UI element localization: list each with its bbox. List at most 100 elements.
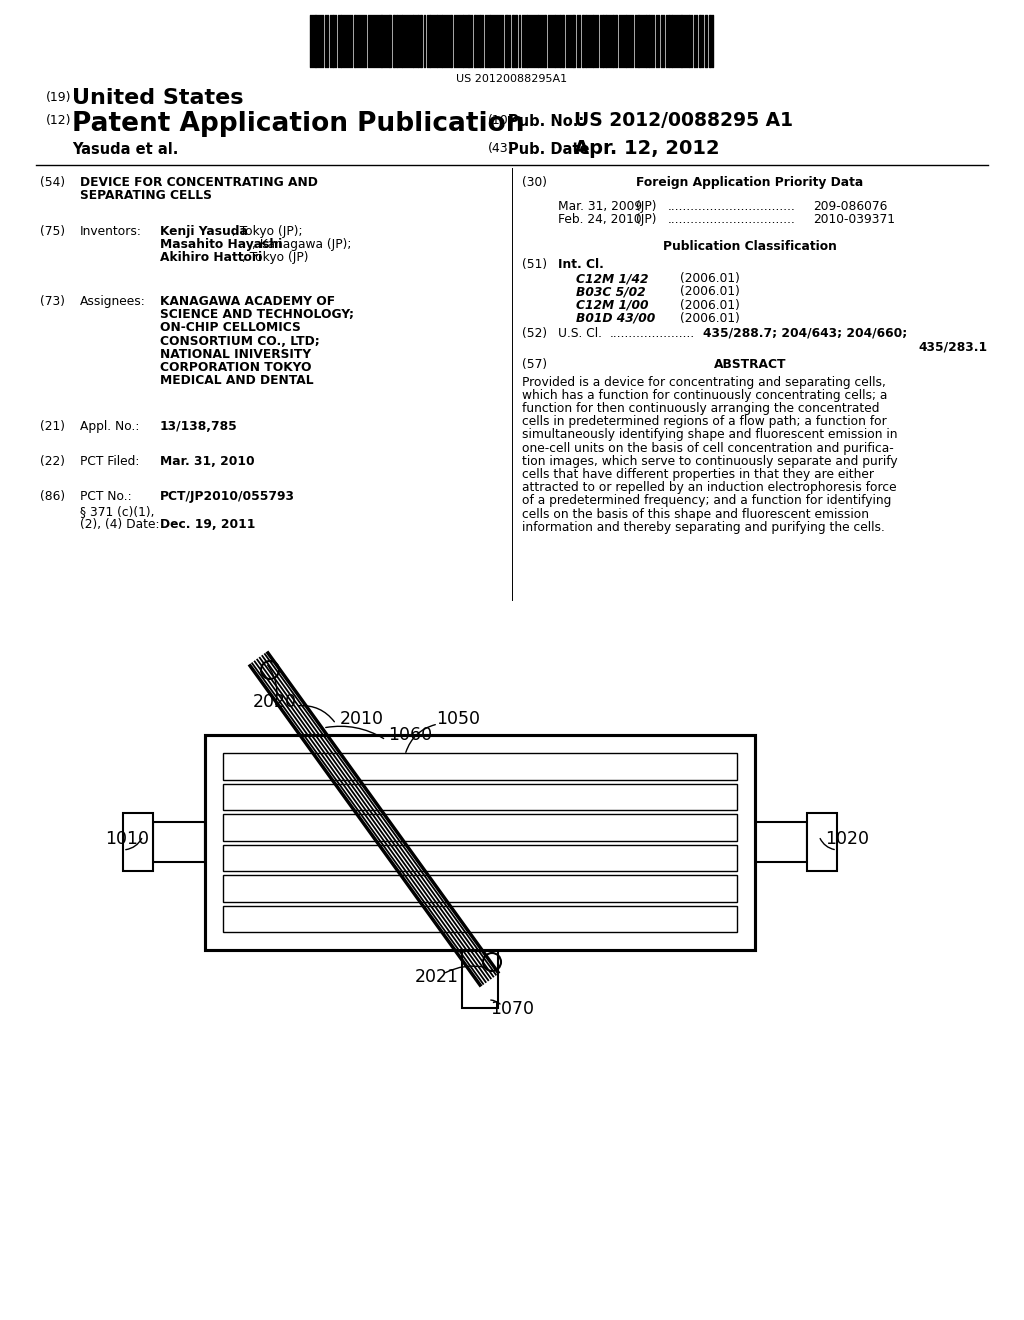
Bar [223, 752, 737, 780]
Text: Publication Classification: Publication Classification [664, 240, 837, 253]
Text: DEVICE FOR CONCENTRATING AND: DEVICE FOR CONCENTRATING AND [80, 176, 317, 189]
Text: Mar. 31, 2010: Mar. 31, 2010 [160, 455, 255, 469]
Text: Pub. No.:: Pub. No.: [508, 114, 585, 129]
Text: cells that have different properties in that they are either: cells that have different properties in … [522, 469, 874, 480]
Text: CONSORTIUM CO., LTD;: CONSORTIUM CO., LTD; [160, 334, 319, 347]
Text: C12M 1/42: C12M 1/42 [575, 272, 648, 285]
Text: .................................: ................................. [668, 201, 796, 213]
Text: Assignees:: Assignees: [80, 294, 145, 308]
Text: 435/288.7; 204/643; 204/660;: 435/288.7; 204/643; 204/660; [703, 327, 907, 341]
Text: one-cell units on the basis of cell concentration and purifica-: one-cell units on the basis of cell conc… [522, 442, 894, 454]
Bar [223, 784, 737, 810]
Text: 2010: 2010 [340, 710, 384, 729]
Text: Apr. 12, 2012: Apr. 12, 2012 [574, 139, 720, 158]
Text: NATIONAL INIVERSITY: NATIONAL INIVERSITY [160, 347, 311, 360]
Text: tion images, which serve to continuously separate and purify: tion images, which serve to continuously… [522, 455, 898, 467]
Text: (73): (73) [40, 294, 65, 308]
Text: which has a function for continuously concentrating cells; a: which has a function for continuously co… [522, 389, 888, 401]
Text: information and thereby separating and purifying the cells.: information and thereby separating and p… [522, 521, 885, 533]
Text: 2010-039371: 2010-039371 [813, 214, 895, 226]
Text: (12): (12) [46, 114, 72, 127]
Bar [223, 845, 737, 871]
Text: of a predetermined frequency; and a function for identifying: of a predetermined frequency; and a func… [522, 495, 891, 507]
Text: (21): (21) [40, 420, 65, 433]
Bar [223, 906, 737, 932]
Text: KANAGAWA ACADEMY OF: KANAGAWA ACADEMY OF [160, 294, 335, 308]
Text: (52): (52) [522, 327, 547, 341]
Text: PCT/JP2010/055793: PCT/JP2010/055793 [160, 490, 295, 503]
Text: (43): (43) [488, 143, 513, 154]
Text: 13/138,785: 13/138,785 [160, 420, 238, 433]
Text: 1070: 1070 [490, 1001, 534, 1018]
Text: PCT No.:: PCT No.: [80, 490, 132, 503]
Text: Dec. 19, 2011: Dec. 19, 2011 [160, 519, 255, 532]
Text: US 20120088295A1: US 20120088295A1 [457, 74, 567, 84]
Text: 1060: 1060 [388, 726, 432, 744]
Bar [205, 735, 755, 950]
Text: (30): (30) [522, 176, 547, 189]
Text: (57): (57) [522, 359, 547, 371]
Text: (2006.01): (2006.01) [680, 272, 740, 285]
Text: (54): (54) [40, 176, 66, 189]
Text: ......................: ...................... [610, 327, 695, 341]
Bar [755, 822, 807, 862]
Text: cells on the basis of this shape and fluorescent emission: cells on the basis of this shape and flu… [522, 508, 869, 520]
Text: 209-086076: 209-086076 [813, 201, 888, 213]
Bar [462, 950, 498, 1008]
Text: , Kanagawa (JP);: , Kanagawa (JP); [252, 238, 351, 251]
Text: B03C 5/02: B03C 5/02 [575, 285, 645, 298]
Text: attracted to or repelled by an induction electrophoresis force: attracted to or repelled by an induction… [522, 482, 897, 494]
Bar [223, 875, 737, 902]
Text: (JP): (JP) [636, 201, 656, 213]
Text: Akihiro Hattori: Akihiro Hattori [160, 251, 262, 264]
Text: (2006.01): (2006.01) [680, 285, 740, 298]
Text: PCT Filed:: PCT Filed: [80, 455, 139, 469]
Text: (51): (51) [522, 257, 547, 271]
Text: Appl. No.:: Appl. No.: [80, 420, 139, 433]
Bar [205, 735, 755, 950]
Text: (JP): (JP) [636, 214, 656, 226]
Text: Pub. Date:: Pub. Date: [508, 143, 595, 157]
Bar [123, 813, 153, 871]
Text: Foreign Application Priority Data: Foreign Application Priority Data [636, 176, 863, 189]
Text: 435/283.1: 435/283.1 [919, 341, 988, 354]
Text: 1010: 1010 [105, 830, 150, 847]
Text: cells in predetermined regions of a flow path; a function for: cells in predetermined regions of a flow… [522, 416, 887, 428]
Text: (86): (86) [40, 490, 66, 503]
Text: § 371 (c)(1),: § 371 (c)(1), [80, 506, 155, 519]
Text: 2021: 2021 [415, 968, 459, 986]
Text: .................................: ................................. [668, 214, 796, 226]
Text: (2006.01): (2006.01) [680, 312, 740, 325]
Text: 1020: 1020 [825, 830, 869, 847]
Text: C12M 1/00: C12M 1/00 [575, 298, 648, 312]
Text: (22): (22) [40, 455, 65, 469]
Text: (2), (4) Date:: (2), (4) Date: [80, 519, 160, 532]
Text: (10): (10) [488, 114, 514, 127]
Bar [223, 814, 737, 841]
Text: (2006.01): (2006.01) [680, 298, 740, 312]
Text: ON-CHIP CELLOMICS: ON-CHIP CELLOMICS [160, 321, 301, 334]
Text: United States: United States [72, 88, 244, 108]
Text: B01D 43/00: B01D 43/00 [575, 312, 655, 325]
Text: SCIENCE AND TECHNOLOGY;: SCIENCE AND TECHNOLOGY; [160, 308, 354, 321]
Text: CORPORATION TOKYO: CORPORATION TOKYO [160, 360, 311, 374]
Bar [807, 813, 837, 871]
Text: 1050: 1050 [436, 710, 480, 729]
Text: Mar. 31, 2009: Mar. 31, 2009 [558, 201, 642, 213]
Text: , Tokyo (JP);: , Tokyo (JP); [232, 224, 302, 238]
Text: U.S. Cl.: U.S. Cl. [558, 327, 602, 341]
Text: MEDICAL AND DENTAL: MEDICAL AND DENTAL [160, 374, 313, 387]
Text: SEPARATING CELLS: SEPARATING CELLS [80, 189, 212, 202]
Bar [153, 822, 205, 862]
Text: Int. Cl.: Int. Cl. [558, 257, 604, 271]
Text: Feb. 24, 2010: Feb. 24, 2010 [558, 214, 642, 226]
Text: , Tokyo (JP): , Tokyo (JP) [242, 251, 308, 264]
Text: Provided is a device for concentrating and separating cells,: Provided is a device for concentrating a… [522, 376, 886, 388]
Text: 2020: 2020 [253, 693, 297, 711]
Text: (19): (19) [46, 91, 72, 104]
Text: Yasuda et al.: Yasuda et al. [72, 143, 178, 157]
Text: ABSTRACT: ABSTRACT [714, 359, 786, 371]
Text: simultaneously identifying shape and fluorescent emission in: simultaneously identifying shape and flu… [522, 429, 897, 441]
Text: function for then continuously arranging the concentrated: function for then continuously arranging… [522, 403, 880, 414]
Text: Kenji Yasuda: Kenji Yasuda [160, 224, 248, 238]
